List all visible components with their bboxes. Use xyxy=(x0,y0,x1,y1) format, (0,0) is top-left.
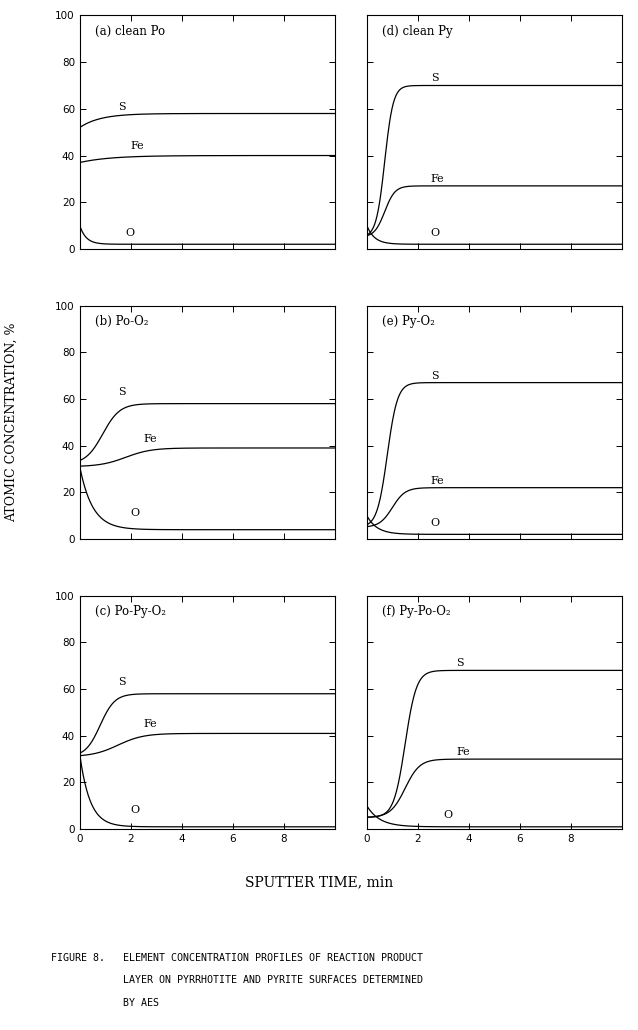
Text: Fe: Fe xyxy=(456,747,470,757)
Text: Fe: Fe xyxy=(144,434,157,444)
Text: O: O xyxy=(131,805,140,816)
Text: (e) Py-O₂: (e) Py-O₂ xyxy=(382,315,435,328)
Text: (b) Po-O₂: (b) Po-O₂ xyxy=(95,315,149,328)
Text: O: O xyxy=(131,509,140,518)
Text: Fe: Fe xyxy=(431,174,444,184)
Text: LAYER ON PYRRHOTITE AND PYRITE SURFACES DETERMINED: LAYER ON PYRRHOTITE AND PYRITE SURFACES … xyxy=(51,975,423,986)
Text: S: S xyxy=(431,73,438,83)
Text: S: S xyxy=(456,658,464,668)
Text: (c) Po-Py-O₂: (c) Po-Py-O₂ xyxy=(95,605,166,618)
Text: (f) Py-Po-O₂: (f) Py-Po-O₂ xyxy=(382,605,451,618)
Text: O: O xyxy=(431,228,440,238)
Text: (a) clean Po: (a) clean Po xyxy=(95,25,165,38)
Text: (d) clean Py: (d) clean Py xyxy=(382,25,453,38)
Text: O: O xyxy=(126,228,135,238)
Text: BY AES: BY AES xyxy=(51,998,159,1008)
Text: Fe: Fe xyxy=(431,476,444,486)
Text: Fe: Fe xyxy=(144,719,157,729)
Text: O: O xyxy=(431,518,440,527)
Text: S: S xyxy=(118,102,126,111)
Text: S: S xyxy=(118,677,126,687)
Text: Fe: Fe xyxy=(131,141,144,151)
Text: S: S xyxy=(431,371,438,381)
Text: S: S xyxy=(118,387,126,397)
Text: O: O xyxy=(443,811,452,820)
Text: SPUTTER TIME, min: SPUTTER TIME, min xyxy=(245,876,393,890)
Text: ATOMIC CONCENTRATION, %: ATOMIC CONCENTRATION, % xyxy=(5,322,18,522)
Text: FIGURE 8.   ELEMENT CONCENTRATION PROFILES OF REACTION PRODUCT: FIGURE 8. ELEMENT CONCENTRATION PROFILES… xyxy=(51,953,423,963)
